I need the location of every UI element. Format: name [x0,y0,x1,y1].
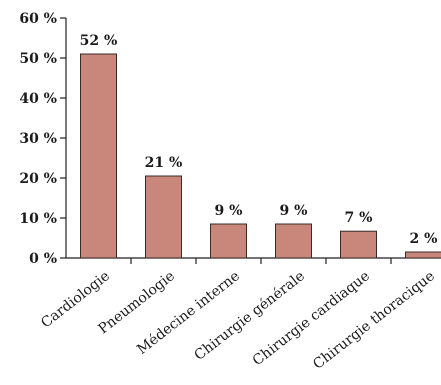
bar [80,53,117,259]
data-label: 7 % [345,210,373,226]
category-label: Chirurgie cardiaque [250,268,373,369]
y-tick-label: 50 % [19,51,57,67]
bar [340,230,377,259]
bar [210,223,247,259]
category-label: Chirurgie thoracique [310,268,438,373]
data-label: 2 % [410,231,438,247]
y-tick-label: 10 % [19,211,57,227]
y-tick-label: 60 % [19,11,57,27]
bar [145,175,182,259]
bars [80,53,441,259]
y-tick-label: 40 % [19,91,57,107]
data-label: 9 % [280,203,308,219]
data-label: 21 % [145,155,183,171]
data-labels: 52 % 21 % 9 % 9 % 7 % 2 % [80,33,438,247]
category-label: Chirurgie générale [192,268,308,364]
y-tick-label: 20 % [19,171,57,187]
x-ticks [130,258,392,264]
y-ticks: 0 % 10 % 20 % 30 % 40 % 50 % 60 % [19,11,66,267]
data-label: 9 % [215,203,243,219]
bar [275,223,312,259]
y-tick-label: 30 % [19,131,57,147]
y-tick-label: 0 % [29,251,57,267]
data-label: 52 % [80,33,118,49]
bar [405,251,441,259]
